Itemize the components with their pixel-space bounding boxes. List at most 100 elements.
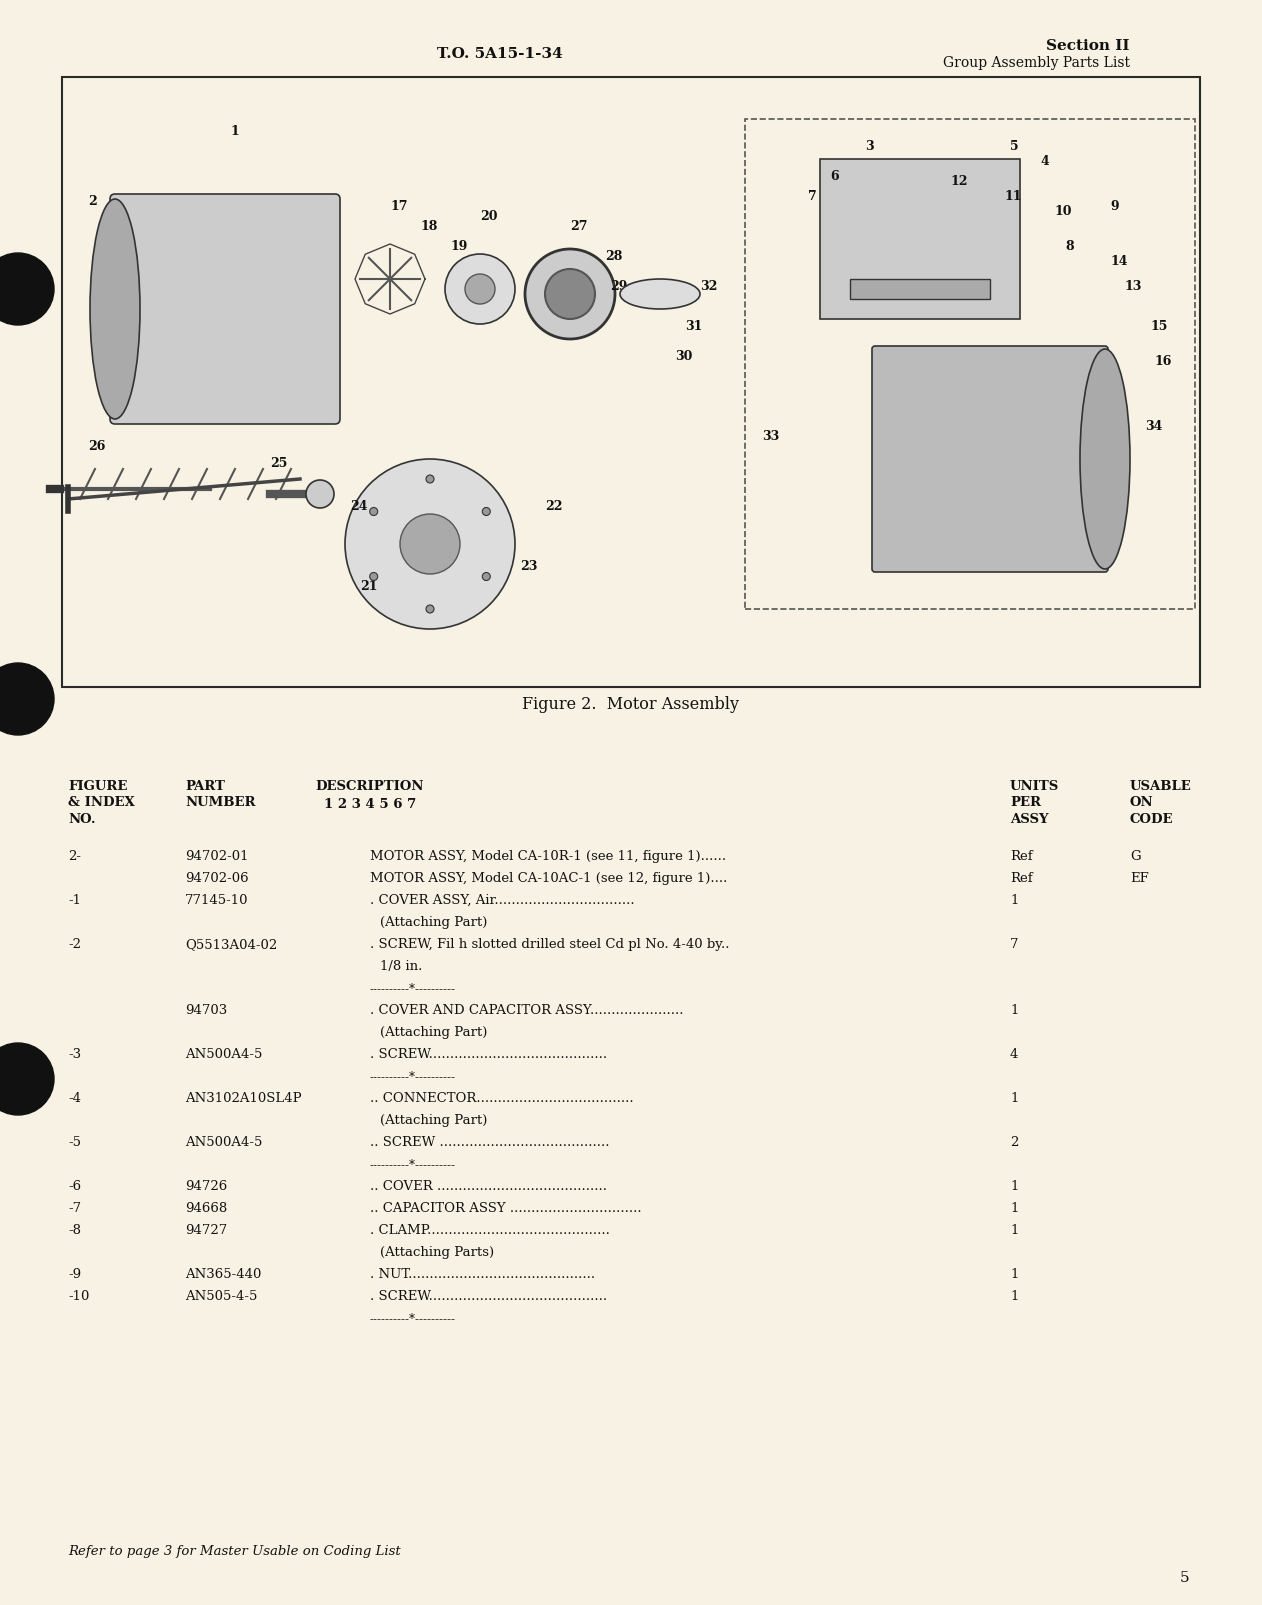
Text: 10: 10 bbox=[1055, 205, 1073, 218]
Bar bbox=[62, 79, 1200, 687]
FancyBboxPatch shape bbox=[872, 347, 1108, 573]
Ellipse shape bbox=[370, 509, 377, 517]
Text: -6: -6 bbox=[68, 1180, 81, 1193]
Text: 1: 1 bbox=[1010, 1289, 1018, 1302]
Text: 7: 7 bbox=[808, 189, 817, 202]
Text: . NUT............................................: . NUT...................................… bbox=[370, 1268, 596, 1281]
Text: -3: -3 bbox=[68, 1048, 81, 1061]
Text: 1: 1 bbox=[1010, 1180, 1018, 1193]
Text: Q5513A04-02: Q5513A04-02 bbox=[186, 937, 278, 950]
Text: EF: EF bbox=[1129, 872, 1148, 884]
Text: .. SCREW ........................................: .. SCREW ...............................… bbox=[370, 1135, 610, 1148]
Text: . COVER AND CAPACITOR ASSY......................: . COVER AND CAPACITOR ASSY..............… bbox=[370, 1003, 684, 1016]
Text: ----------*----------: ----------*---------- bbox=[370, 1157, 456, 1170]
Text: 20: 20 bbox=[480, 210, 497, 223]
Text: . CLAMP...........................................: . CLAMP.................................… bbox=[370, 1223, 610, 1236]
Text: (Attaching Part): (Attaching Part) bbox=[380, 1114, 487, 1127]
Text: -4: -4 bbox=[68, 1091, 81, 1104]
Text: ----------*----------: ----------*---------- bbox=[370, 981, 456, 995]
Text: DESCRIPTION: DESCRIPTION bbox=[316, 780, 424, 793]
Text: 94702-06: 94702-06 bbox=[186, 872, 249, 884]
Text: 13: 13 bbox=[1124, 279, 1142, 292]
Text: 1: 1 bbox=[1010, 1091, 1018, 1104]
Circle shape bbox=[0, 663, 54, 735]
Text: -7: -7 bbox=[68, 1201, 81, 1215]
Text: ----------*----------: ----------*---------- bbox=[370, 1311, 456, 1324]
Circle shape bbox=[0, 1043, 54, 1115]
Text: 17: 17 bbox=[390, 201, 408, 213]
Text: 5: 5 bbox=[1180, 1570, 1190, 1584]
Text: 1/8 in.: 1/8 in. bbox=[380, 960, 423, 973]
Ellipse shape bbox=[345, 459, 515, 629]
Text: -1: -1 bbox=[68, 894, 81, 907]
Text: 8: 8 bbox=[1065, 239, 1074, 254]
Text: 27: 27 bbox=[570, 220, 588, 233]
Text: 19: 19 bbox=[451, 239, 467, 254]
Text: 6: 6 bbox=[830, 170, 839, 183]
Ellipse shape bbox=[427, 475, 434, 483]
Ellipse shape bbox=[464, 274, 495, 305]
Text: -9: -9 bbox=[68, 1268, 81, 1281]
Text: T.O. 5A15-1-34: T.O. 5A15-1-34 bbox=[437, 47, 563, 61]
Text: Ref: Ref bbox=[1010, 872, 1032, 884]
Text: . COVER ASSY, Air.................................: . COVER ASSY, Air.......................… bbox=[370, 894, 635, 907]
Text: PART
NUMBER: PART NUMBER bbox=[186, 780, 255, 809]
Text: AN500A4-5: AN500A4-5 bbox=[186, 1135, 262, 1148]
Text: 1: 1 bbox=[230, 125, 239, 138]
Text: 30: 30 bbox=[675, 350, 693, 363]
Text: 94702-01: 94702-01 bbox=[186, 849, 249, 862]
Ellipse shape bbox=[482, 509, 491, 517]
Text: 9: 9 bbox=[1111, 201, 1118, 213]
Text: 1 2 3 4 5 6 7: 1 2 3 4 5 6 7 bbox=[324, 798, 416, 811]
Bar bbox=[851, 279, 989, 300]
Text: Group Assembly Parts List: Group Assembly Parts List bbox=[943, 56, 1129, 71]
Text: (Attaching Parts): (Attaching Parts) bbox=[380, 1245, 495, 1258]
Text: 1: 1 bbox=[1010, 894, 1018, 907]
Text: 3: 3 bbox=[864, 140, 873, 152]
Text: -5: -5 bbox=[68, 1135, 81, 1148]
Text: 14: 14 bbox=[1111, 255, 1127, 268]
Text: 94727: 94727 bbox=[186, 1223, 227, 1236]
Text: 94703: 94703 bbox=[186, 1003, 227, 1016]
Text: 5: 5 bbox=[1010, 140, 1018, 152]
Text: AN3102A10SL4P: AN3102A10SL4P bbox=[186, 1091, 302, 1104]
Text: .. COVER ........................................: .. COVER ...............................… bbox=[370, 1180, 607, 1193]
Bar bbox=[745, 120, 1195, 610]
Ellipse shape bbox=[525, 250, 615, 340]
Text: 12: 12 bbox=[950, 175, 968, 188]
Text: .. CONNECTOR.....................................: .. CONNECTOR............................… bbox=[370, 1091, 634, 1104]
Text: . SCREW..........................................: . SCREW.................................… bbox=[370, 1289, 607, 1302]
Text: 1: 1 bbox=[1010, 1003, 1018, 1016]
Text: Section II: Section II bbox=[1046, 39, 1129, 53]
Text: G: G bbox=[1129, 849, 1141, 862]
FancyBboxPatch shape bbox=[110, 194, 339, 425]
Ellipse shape bbox=[482, 573, 491, 581]
Text: 32: 32 bbox=[700, 279, 717, 292]
Text: 1: 1 bbox=[1010, 1223, 1018, 1236]
Text: 33: 33 bbox=[762, 430, 779, 443]
Text: -10: -10 bbox=[68, 1289, 90, 1302]
Ellipse shape bbox=[427, 605, 434, 613]
Text: 7: 7 bbox=[1010, 937, 1018, 950]
Ellipse shape bbox=[90, 201, 140, 421]
Text: -8: -8 bbox=[68, 1223, 81, 1236]
Text: 28: 28 bbox=[604, 250, 622, 263]
Text: 94668: 94668 bbox=[186, 1201, 227, 1215]
Text: 25: 25 bbox=[270, 457, 288, 470]
Text: . SCREW, Fil h slotted drilled steel Cd pl No. 4-40 by..: . SCREW, Fil h slotted drilled steel Cd … bbox=[370, 937, 729, 950]
Text: AN505-4-5: AN505-4-5 bbox=[186, 1289, 257, 1302]
Text: Ref: Ref bbox=[1010, 849, 1032, 862]
Ellipse shape bbox=[620, 279, 700, 310]
Text: (Attaching Part): (Attaching Part) bbox=[380, 915, 487, 928]
Text: .. CAPACITOR ASSY ...............................: .. CAPACITOR ASSY ......................… bbox=[370, 1201, 641, 1215]
Text: 26: 26 bbox=[88, 440, 105, 453]
Ellipse shape bbox=[305, 482, 334, 509]
Text: 94726: 94726 bbox=[186, 1180, 227, 1193]
Text: 1: 1 bbox=[1010, 1268, 1018, 1281]
Text: 2: 2 bbox=[88, 194, 97, 209]
Text: 24: 24 bbox=[350, 499, 367, 512]
Text: 22: 22 bbox=[545, 499, 563, 512]
Text: (Attaching Part): (Attaching Part) bbox=[380, 1026, 487, 1038]
Text: Figure 2.  Motor Assembly: Figure 2. Motor Assembly bbox=[522, 697, 740, 713]
Text: 34: 34 bbox=[1145, 421, 1162, 433]
